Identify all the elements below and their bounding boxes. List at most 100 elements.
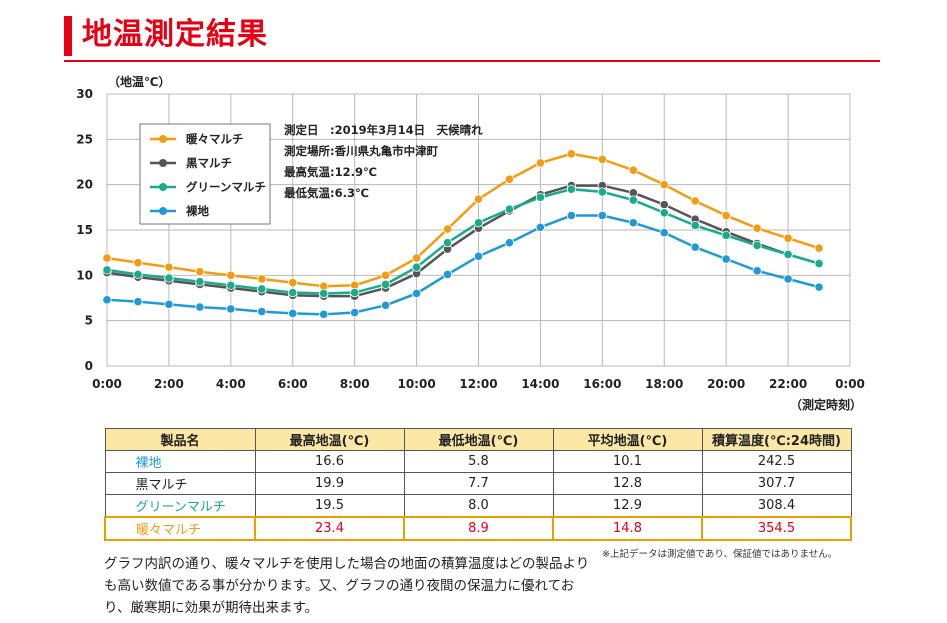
legend-marker bbox=[159, 207, 167, 215]
y-tick-label: 0 bbox=[85, 359, 93, 373]
table-cell: 307.7 bbox=[701, 472, 852, 495]
legend-marker bbox=[159, 135, 167, 143]
x-tick-label: 22:00 bbox=[769, 377, 807, 391]
y-tick-label: 30 bbox=[76, 87, 93, 101]
data-point bbox=[102, 253, 112, 263]
table-header: 最高地温(℃) bbox=[254, 428, 405, 451]
data-point bbox=[133, 269, 143, 280]
data-point bbox=[535, 222, 546, 232]
x-tick-label: 16:00 bbox=[583, 377, 621, 391]
table-header: 積算温度(℃:24時間) bbox=[701, 428, 852, 451]
data-point bbox=[102, 265, 112, 275]
table-cell: 8.9 bbox=[403, 516, 554, 541]
measurement-info: 最高気温:12.9℃ bbox=[284, 165, 377, 179]
data-point bbox=[288, 287, 298, 298]
data-point bbox=[814, 243, 824, 253]
data-point bbox=[102, 295, 112, 305]
y-tick-label: 20 bbox=[76, 178, 93, 192]
footnote: ※上記データは測定値であり、保証値ではありません。 bbox=[602, 549, 838, 560]
data-point bbox=[566, 210, 576, 221]
table-cell: 12.9 bbox=[552, 494, 703, 518]
x-tick-label: 8:00 bbox=[340, 377, 370, 391]
table-cell: 8.0 bbox=[403, 494, 554, 518]
table-cell: 308.4 bbox=[701, 494, 852, 518]
data-point bbox=[783, 233, 793, 243]
x-tick-label: 2:00 bbox=[154, 377, 184, 391]
title-accent-bar bbox=[64, 16, 72, 56]
table-row: 黒マルチ 19.9 7.7 12.8 307.7 bbox=[104, 472, 852, 495]
y-tick-label: 5 bbox=[85, 314, 93, 328]
measurement-info: 測定場所:香川県丸亀市中津町 bbox=[284, 144, 439, 158]
title-underline bbox=[64, 60, 880, 62]
table-cell: 16.6 bbox=[254, 450, 405, 473]
measurement-info: 最低気温:6.3℃ bbox=[284, 186, 369, 200]
table-row: グリーンマルチ 19.5 8.0 12.9 308.4 bbox=[104, 494, 852, 518]
table-row: 裸地 16.6 5.8 10.1 242.5 bbox=[104, 450, 852, 473]
data-point bbox=[814, 258, 824, 269]
data-point bbox=[257, 306, 267, 317]
data-point bbox=[690, 242, 700, 252]
x-tick-label: 14:00 bbox=[521, 377, 559, 391]
x-tick-label: 4:00 bbox=[216, 377, 246, 391]
table-cell: 354.5 bbox=[701, 516, 852, 541]
data-point bbox=[257, 284, 267, 294]
data-point bbox=[721, 210, 731, 221]
table-cell: 7.7 bbox=[403, 472, 554, 495]
x-tick-label: 6:00 bbox=[278, 377, 308, 391]
data-point bbox=[721, 254, 731, 264]
data-point bbox=[164, 273, 174, 283]
x-tick-label: 18:00 bbox=[645, 377, 683, 391]
data-point bbox=[381, 279, 391, 289]
data-point bbox=[133, 297, 143, 307]
data-point bbox=[411, 262, 422, 272]
data-point bbox=[319, 288, 329, 299]
x-tick-label: 20:00 bbox=[707, 377, 745, 391]
data-point bbox=[597, 187, 607, 197]
x-tick-label: 12:00 bbox=[459, 377, 497, 391]
data-point bbox=[442, 224, 453, 234]
data-point bbox=[164, 262, 174, 272]
data-point bbox=[319, 309, 329, 319]
product-name: 裸地 bbox=[104, 450, 256, 473]
data-point bbox=[381, 270, 391, 280]
data-point bbox=[690, 196, 700, 206]
data-point bbox=[195, 302, 205, 312]
measurement-info: 測定日 :2019年3月14日 天候晴れ bbox=[284, 123, 483, 137]
data-point bbox=[288, 277, 298, 288]
data-point bbox=[783, 249, 793, 260]
data-point bbox=[566, 149, 576, 159]
data-point bbox=[504, 238, 515, 248]
legend-label: グリーンマルチ bbox=[186, 180, 266, 194]
series-line bbox=[106, 152, 820, 288]
data-point bbox=[535, 158, 546, 168]
legend-label: 裸地 bbox=[186, 204, 209, 218]
data-point bbox=[442, 238, 453, 248]
data-point bbox=[133, 258, 143, 268]
table-cell: 23.4 bbox=[254, 516, 405, 541]
data-point bbox=[597, 210, 607, 221]
x-tick-label: 10:00 bbox=[397, 377, 435, 391]
data-point bbox=[473, 251, 484, 261]
data-point bbox=[350, 287, 360, 298]
table-header: 製品名 bbox=[104, 428, 256, 451]
data-point bbox=[752, 240, 762, 251]
series-line bbox=[106, 214, 820, 316]
legend-label: 暖々マルチ bbox=[186, 132, 244, 146]
table-cell: 5.8 bbox=[403, 450, 554, 473]
data-point bbox=[721, 230, 731, 241]
data-point bbox=[195, 277, 205, 287]
page-title: 地温測定結果 bbox=[82, 17, 268, 52]
data-point bbox=[381, 300, 391, 310]
data-point bbox=[628, 218, 638, 228]
line-chart: 0 5 10 15 20 25 30 0:00 2:00 4:00 6:00 8:00 10:00 12:… bbox=[76, 74, 865, 412]
series-line bbox=[106, 184, 820, 298]
product-name: グリーンマルチ bbox=[104, 494, 256, 518]
data-point bbox=[226, 270, 236, 280]
data-point bbox=[257, 274, 267, 284]
table-cell: 19.5 bbox=[254, 494, 405, 518]
table-cell: 14.8 bbox=[552, 516, 703, 541]
data-point bbox=[288, 308, 298, 319]
table-cell: 12.8 bbox=[552, 472, 703, 495]
data-point bbox=[814, 282, 824, 292]
table-header: 最低地温(℃) bbox=[403, 428, 554, 451]
